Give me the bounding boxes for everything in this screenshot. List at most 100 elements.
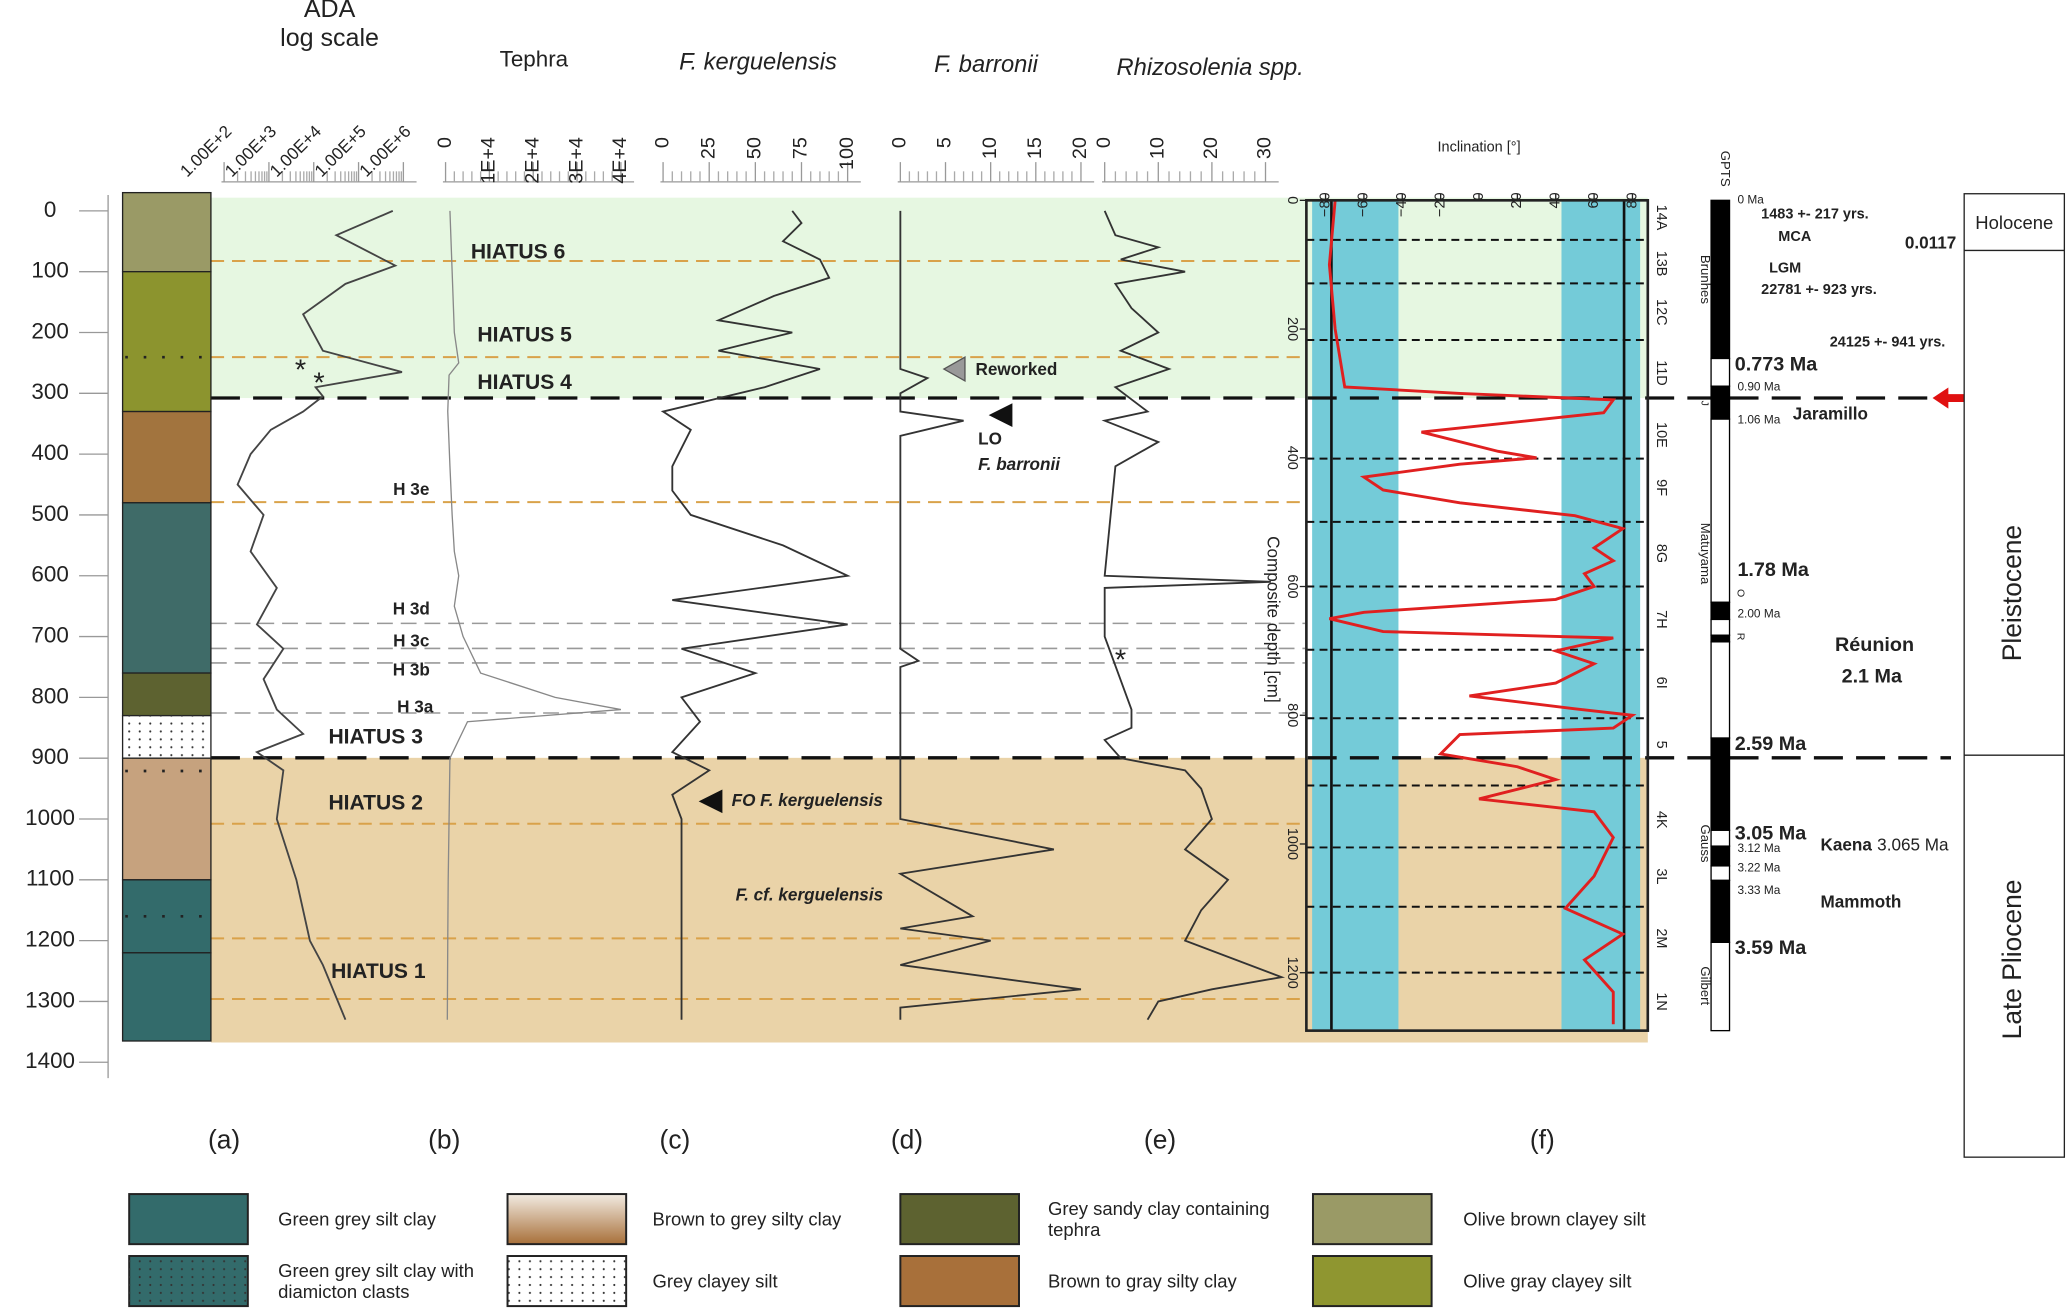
annotation: FO F. kerguelensis [732,790,883,810]
legend-swatch [506,1193,628,1246]
hiatus-label: HIATUS 1 [331,960,426,983]
y-tick-label: 400 [1284,446,1300,470]
hiatus-label: H 3e [393,479,429,499]
y-tick-label: 300 [31,379,68,404]
lithology-layer [121,502,212,674]
epoch-label: Pleistocene [1997,525,2027,661]
date-label: 1483 +- 217 yrs. [1761,207,1869,223]
data-curve [660,210,851,1020]
y-tick-label: 1100 [26,866,74,891]
age-label: 2.59 Ma [1735,733,1807,755]
event-label: 2.1 Ma [1842,666,1903,688]
marker: * [1115,644,1126,676]
y-tick-label: 900 [31,744,68,769]
x-tick-label: 3E+4 [565,137,587,184]
polarity-chron [1710,601,1731,621]
x-axis-label: Inclination [°] [1438,139,1521,155]
y-tick-label: 1300 [25,987,75,1012]
data-curve [236,210,403,1021]
red-arrow [1932,387,1965,409]
hiatus-label: HIATUS 6 [471,241,565,264]
panel-subtitle: log scale [280,24,379,52]
data-curve [1101,210,1286,1021]
age-small: 3.12 Ma [1737,841,1780,855]
x-tick-label: 20 [1509,192,1525,208]
x-tick-label: 30 [1254,137,1276,159]
legend-label: Olive gray clayey silt [1463,1270,1632,1292]
legend-label: Green grey silt clay [278,1208,437,1230]
lithology-layer [121,191,212,273]
y-tick-label: 1200 [25,927,75,952]
legend-pattern [507,1256,627,1307]
section-label: 1N [1653,992,1669,1011]
section-label: 5 [1653,741,1669,749]
section-label: 8G [1653,544,1669,563]
panel-title: F. kerguelensis [679,50,837,76]
polarity-chron [1710,737,1731,831]
legend-entry: Green grey silt clay with diamicton clas… [278,1260,474,1302]
legend-label: Grey sandy clay containing tephra [1048,1197,1270,1241]
x-tick-label: 10 [1147,137,1169,159]
polarity-chron [1710,845,1731,867]
polarity-band [1312,200,1399,1031]
date-label: 24125 +- 941 yrs. [1830,334,1946,350]
section-label: 14A [1653,205,1669,231]
panel-title: ADA [304,0,356,23]
hiatus-label: H 3c [393,630,430,650]
section-label: 10E [1653,422,1669,448]
chron-label: O [1734,589,1746,597]
x-tick-label: 25 [697,137,719,159]
panel-label: (d) [891,1124,923,1154]
section-label: 9F [1653,479,1669,496]
x-tick-label: 60 [1586,192,1602,208]
age-label: 0.773 Ma [1735,353,1818,375]
x-tick-label: −40 [1394,192,1410,217]
y-axis-label: Composite depth [cm] [1264,536,1284,703]
legend-swatch [1311,1255,1433,1308]
epoch-label: Late Pliocene [1997,880,2027,1040]
section-label: 11D [1653,360,1669,385]
age-small: 0 Ma [1737,192,1764,206]
y-tick-label: 400 [31,440,68,465]
annotation: Reworked [975,359,1057,379]
x-tick-label: 40 [1548,192,1564,208]
legend-entry: Grey clayey silt [653,1270,778,1291]
y-tick-label: 1000 [25,805,75,830]
x-tick-label: 100 [836,137,858,170]
x-tick-label: −80 [1317,192,1333,217]
epoch-label: Holocene [1975,212,2053,233]
age-small: 0.90 Ma [1737,380,1780,394]
x-tick-label: 10 [979,137,1001,159]
legend-entry: Grey sandy clay containing tephra [1048,1197,1270,1241]
section-label: 4K [1653,811,1669,829]
panel-title: Tephra [500,47,569,72]
lithology-layer [121,271,212,413]
age-label: 1.78 Ma [1737,559,1809,581]
y-tick-label: 0 [44,197,56,222]
polarity-chron [1710,641,1731,739]
panel-label: (e) [1144,1124,1176,1154]
x-tick-label: 2E+4 [521,137,543,184]
y-tick-label: 1000 [1284,828,1300,860]
legend-swatch [899,1255,1020,1308]
x-tick-label: 4E+4 [609,137,631,184]
event-label: 3.065 Ma [1877,835,1949,855]
legend-label: Olive brown clayey silt [1463,1208,1646,1230]
y-tick-label: 700 [31,622,68,647]
red-label: LGM [1769,261,1801,277]
hiatus-label: HIATUS 3 [328,726,422,749]
hiatus-label: HIATUS 2 [328,792,422,815]
legend-entry: Brown to grey silty clay [653,1209,842,1230]
red-label: MCA [1778,229,1812,245]
event-label: Kaena [1820,835,1872,855]
section-label: 13B [1653,251,1669,277]
legend-entry: Green grey silt clay [278,1208,437,1230]
legend-entry: Olive brown clayey silt [1463,1208,1646,1230]
x-tick-label: −60 [1356,192,1372,217]
y-tick-label: 200 [1284,317,1300,341]
age-small: 3.22 Ma [1737,861,1780,875]
lithology-layer [121,672,212,717]
polarity-chron [1710,199,1731,360]
age-small: 3.33 Ma [1737,883,1780,897]
